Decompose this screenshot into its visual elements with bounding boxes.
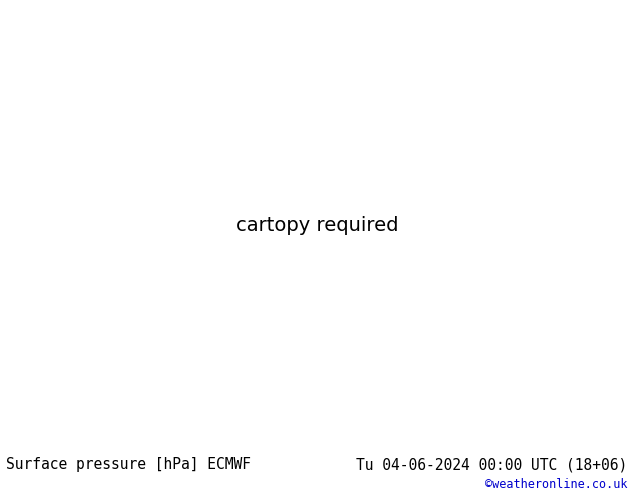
Text: ©weatheronline.co.uk: ©weatheronline.co.uk [485,478,628,490]
Text: cartopy required: cartopy required [236,216,398,235]
Text: Tu 04-06-2024 00:00 UTC (18+06): Tu 04-06-2024 00:00 UTC (18+06) [356,457,628,472]
Text: Surface pressure [hPa] ECMWF: Surface pressure [hPa] ECMWF [6,457,251,472]
